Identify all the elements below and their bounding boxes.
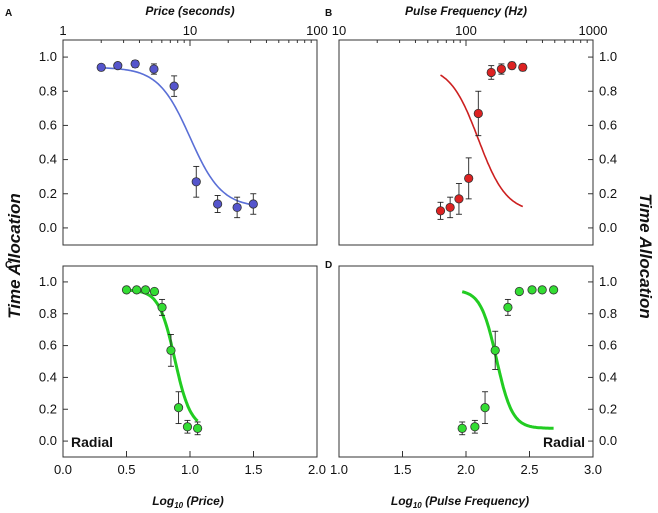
y-axis-title-right: Time Allocation bbox=[636, 193, 655, 319]
y-tick-label-a: 1.0 bbox=[39, 49, 57, 64]
x-tick-label-c: 0.0 bbox=[54, 462, 72, 477]
y-tick-label-c: 0.4 bbox=[39, 369, 57, 384]
data-point-c bbox=[132, 285, 142, 295]
data-point-d bbox=[470, 422, 480, 432]
data-point-a bbox=[169, 81, 179, 91]
x-tick-label-d: 1.0 bbox=[330, 462, 348, 477]
fit-curve-d bbox=[461, 290, 554, 430]
y-tick-label-c: 1.0 bbox=[39, 274, 57, 289]
data-point-a bbox=[213, 199, 223, 209]
data-point-b bbox=[507, 61, 517, 71]
panel-letter-c: C bbox=[5, 260, 12, 271]
x-tick-label-d: 2.5 bbox=[520, 462, 538, 477]
y-tick-label-d: 1.0 bbox=[599, 274, 617, 289]
panel-letter-d: D bbox=[325, 260, 332, 271]
x-tick-label-c: 1.5 bbox=[244, 462, 262, 477]
axis-title-b: Pulse Frequency (Hz) bbox=[405, 4, 527, 18]
panels: A Price (seconds)0.00.20.40.60.81.01 10 100… bbox=[5, 4, 617, 477]
data-point-d bbox=[480, 403, 490, 413]
data-point-d bbox=[490, 345, 500, 355]
data-point-b bbox=[445, 202, 455, 213]
panel-letter-a: A bbox=[5, 8, 12, 19]
data-point-a bbox=[232, 202, 242, 213]
y-tick-label-c: 0.6 bbox=[39, 338, 57, 353]
data-point-a bbox=[130, 59, 140, 69]
axis-title-a: Price (seconds) bbox=[145, 4, 234, 18]
data-point-b bbox=[464, 173, 474, 183]
data-point-d bbox=[537, 285, 547, 295]
data-point-d bbox=[549, 285, 559, 295]
data-point-c bbox=[157, 302, 167, 312]
plot-frame-b bbox=[338, 39, 594, 246]
data-point-a bbox=[96, 62, 106, 72]
data-point-a bbox=[149, 64, 159, 74]
y-tick-label-d: 0.8 bbox=[599, 306, 617, 321]
x-tick-label-d: 3.0 bbox=[584, 462, 602, 477]
data-point-b bbox=[496, 64, 507, 74]
fit-curve-a bbox=[101, 67, 254, 206]
panel-c: C 0.0 0.2 0.4 0.6 0.8 1.0 0.0 0.5 1.0 1.5 2.0 Radial bbox=[5, 260, 326, 477]
y-tick-label-c: 0.2 bbox=[39, 401, 57, 416]
data-point-a bbox=[113, 61, 123, 71]
x-tick-label-a: 1 bbox=[59, 23, 66, 38]
x-tick-label-b: 10 bbox=[332, 23, 346, 38]
y-tick-label-b: 1.0 bbox=[599, 49, 617, 64]
y-tick-label-d: 0.6 bbox=[599, 338, 617, 353]
y-tick-label-b: 0.6 bbox=[599, 117, 617, 132]
x-tick-label-b: 100 bbox=[455, 23, 477, 38]
y-tick-label-a: 0.4 bbox=[39, 152, 57, 167]
data-point-b bbox=[518, 62, 528, 72]
x-tick-label-c: 1.0 bbox=[181, 462, 199, 477]
data-point-c bbox=[121, 285, 132, 295]
data-point-c bbox=[166, 345, 176, 355]
data-point-c bbox=[149, 286, 160, 297]
x-axis-title-left: Log10 (Price) bbox=[152, 494, 224, 510]
data-point-a bbox=[248, 199, 258, 209]
x-tick-label-c: 2.0 bbox=[308, 462, 326, 477]
data-point-c bbox=[193, 423, 203, 433]
y-tick-label-b: 0.4 bbox=[599, 152, 617, 167]
data-point-c bbox=[173, 403, 184, 413]
y-tick-label-d: 0.2 bbox=[599, 401, 617, 416]
data-point-b bbox=[473, 108, 483, 119]
data-point-d bbox=[457, 423, 467, 433]
y-axis-title-left: Time Allocation bbox=[5, 193, 24, 319]
x-tick-label-a: 10 bbox=[183, 23, 197, 38]
x-tick-label-c: 0.5 bbox=[117, 462, 135, 477]
data-point-d bbox=[527, 285, 537, 295]
y-tick-label-c: 0.8 bbox=[39, 306, 57, 321]
y-tick-label-a: 0.0 bbox=[39, 220, 57, 235]
y-tick-label-a: 0.8 bbox=[39, 83, 57, 98]
data-point-b bbox=[435, 206, 446, 216]
panel-d: D 0.0 0.2 0.4 0.6 0.8 1.0 1.0 1.5 2.0 2.5 3.0 Radial bbox=[325, 260, 617, 477]
y-tick-label-b: 0.2 bbox=[599, 186, 617, 201]
annotation-d: Radial bbox=[543, 434, 585, 450]
y-tick-label-b: 0.8 bbox=[599, 83, 617, 98]
y-tick-label-d: 0.0 bbox=[599, 433, 617, 448]
panel-b: B Pulse Frequency (Hz) 0.0 0.2 0.4 0.6 0.8 1.0 1… bbox=[325, 4, 617, 246]
data-point-b bbox=[486, 67, 496, 78]
x-tick-label-b: 1000 bbox=[579, 23, 608, 38]
data-point-d bbox=[503, 302, 513, 312]
y-tick-label-d: 0.4 bbox=[599, 369, 617, 384]
data-point-d bbox=[514, 286, 524, 297]
data-point-b bbox=[454, 194, 464, 204]
panel-a: A Price (seconds) 0.0 0.2 0.4 0.6 0.8 1.01 10 100 bbox=[5, 4, 328, 246]
data-point-c bbox=[182, 422, 193, 432]
x-tick-label-a: 100 bbox=[306, 23, 328, 38]
annotation-c: Radial bbox=[71, 434, 113, 450]
data-point-a bbox=[191, 177, 201, 187]
x-tick-label-d: 1.5 bbox=[393, 462, 411, 477]
data-point-c bbox=[140, 285, 151, 295]
y-tick-label-a: 0.2 bbox=[39, 186, 57, 201]
y-tick-label-b: 0.0 bbox=[599, 220, 617, 235]
x-tick-label-d: 2.0 bbox=[457, 462, 475, 477]
fit-curve-b bbox=[440, 74, 524, 208]
x-axis-title-right: Log10 (Pulse Frequency) bbox=[391, 494, 529, 510]
panel-letter-b: B bbox=[325, 8, 332, 19]
y-tick-label-c: 0.0 bbox=[39, 433, 57, 448]
y-tick-label-a: 0.6 bbox=[39, 117, 57, 132]
